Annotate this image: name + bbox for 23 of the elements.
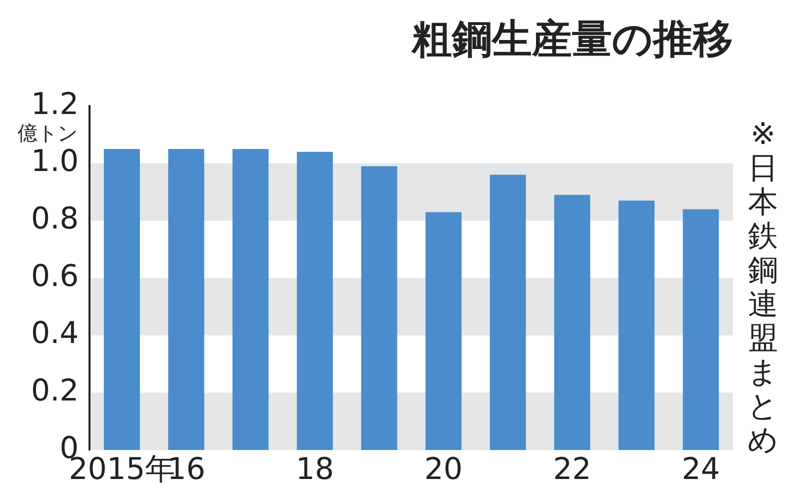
bar [232,149,269,450]
bar [490,174,526,450]
y-tick-label: 0.6 [30,258,79,294]
bar [554,194,590,450]
y-tick-label: 0.8 [30,201,79,236]
y-tick-label: 0.4 [30,316,79,352]
text: ※日本鉄鋼連盟まとめ [748,117,778,458]
x-tick-label: 24 [682,452,720,487]
bar [104,149,140,450]
bar [426,212,462,450]
x-tick-label: 20 [424,452,463,487]
chart-title: 粗鋼生産量の推移 [411,16,733,62]
x-tick-label: 22 [553,452,592,487]
bar [296,152,333,450]
bar [361,166,398,450]
y-tick-label: 1.0 [30,144,79,180]
bar [168,149,204,450]
x-tick-label: 18 [296,452,334,487]
y-tick-label: 1.2 [30,86,79,122]
bar [682,209,719,450]
y-axis-title: 億トン [18,120,78,145]
bar [618,200,655,450]
y-tick-label: 0.2 [30,373,79,408]
